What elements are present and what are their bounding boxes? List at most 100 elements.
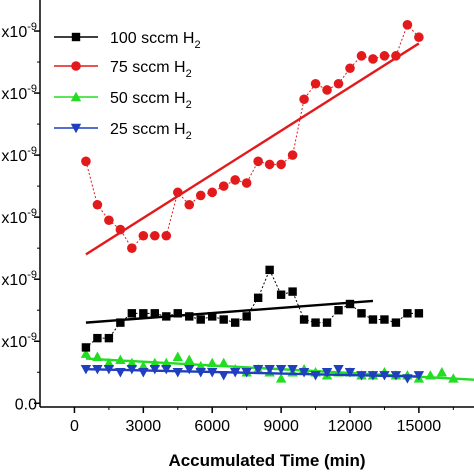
data-point — [311, 318, 320, 327]
data-point — [207, 187, 218, 198]
data-point — [116, 318, 125, 327]
legend-item: 100 sccm H2 — [54, 30, 201, 51]
legend-label: 100 sccm H2 — [110, 30, 201, 51]
x-tick-label: 9000 — [263, 418, 299, 435]
data-point — [126, 364, 138, 375]
data-point — [322, 318, 332, 327]
x-tick-label: 0 — [70, 418, 79, 435]
data-point — [126, 357, 138, 368]
data-point — [161, 364, 172, 375]
data-point — [81, 156, 91, 167]
legend-label-subscript: 2 — [186, 68, 192, 80]
legend-label-subscript: 2 — [186, 99, 192, 111]
data-point — [184, 354, 195, 365]
data-point — [172, 187, 183, 198]
data-point — [139, 309, 148, 318]
series-connector — [85, 268, 419, 348]
y-tick-exponent: -9 — [27, 269, 37, 281]
y-tick-exponent: -9 — [27, 331, 37, 343]
data-point — [391, 318, 401, 327]
series-layer — [80, 20, 474, 384]
data-point — [367, 371, 379, 381]
data-point — [207, 357, 218, 368]
data-point — [276, 290, 286, 299]
data-point — [115, 368, 126, 378]
y-tick-label: x10-9 — [1, 269, 37, 289]
data-point — [310, 371, 321, 381]
data-point — [288, 287, 297, 296]
data-point — [138, 360, 149, 371]
data-point — [287, 150, 298, 160]
data-point — [93, 333, 102, 343]
data-point — [264, 159, 275, 170]
data-point — [241, 368, 252, 378]
data-point — [356, 371, 367, 381]
data-point — [103, 357, 115, 368]
legend: 100 sccm H2 75 sccm H2 50 sccm H2 25 sccm H… — [54, 30, 201, 142]
fit-line — [85, 42, 420, 256]
data-point — [127, 309, 137, 318]
data-point — [253, 156, 263, 167]
data-point — [310, 78, 321, 89]
data-point — [414, 309, 424, 318]
data-point — [436, 367, 448, 377]
series-group — [81, 265, 424, 352]
data-point — [81, 343, 91, 352]
data-point — [356, 51, 367, 61]
x-axis-title: Accumulated Time (min) — [168, 451, 365, 470]
data-point — [390, 371, 402, 381]
data-point — [391, 51, 401, 61]
data-point — [333, 364, 344, 375]
fit-line — [85, 299, 374, 324]
data-point — [184, 199, 195, 210]
data-point — [403, 309, 412, 318]
data-point — [92, 199, 103, 210]
y-tick-label: 0.0 — [15, 396, 37, 413]
data-point — [448, 373, 459, 383]
legend-item: 25 sccm H2 — [54, 121, 192, 142]
data-point — [104, 333, 114, 343]
data-point — [264, 364, 275, 375]
x-tick-label: 6000 — [194, 418, 230, 435]
data-point — [138, 368, 149, 378]
legend-label-subscript: 2 — [186, 130, 192, 142]
data-point — [218, 181, 229, 191]
data-point — [380, 315, 389, 324]
data-point — [241, 178, 252, 188]
data-point — [103, 364, 115, 375]
data-point — [195, 190, 206, 201]
data-point — [229, 368, 241, 378]
legend-label: 50 sccm H2 — [110, 90, 192, 111]
series-group — [81, 20, 424, 256]
data-point — [127, 243, 137, 253]
series-group — [80, 364, 425, 384]
data-point — [345, 299, 355, 309]
data-point — [230, 175, 240, 185]
data-point — [253, 293, 263, 303]
data-point — [265, 265, 274, 275]
legend-item: 75 sccm H2 — [54, 59, 192, 80]
data-point — [195, 368, 206, 378]
data-point — [185, 312, 194, 321]
x-tick-label: 12000 — [328, 418, 373, 435]
data-point — [208, 312, 217, 321]
legend-label: 25 sccm H2 — [110, 121, 192, 142]
data-point — [344, 368, 356, 378]
data-point — [161, 230, 172, 241]
data-point — [150, 230, 160, 241]
data-point — [149, 364, 161, 375]
data-point — [287, 364, 298, 375]
data-point — [207, 368, 218, 378]
data-point — [173, 309, 182, 318]
x-tick-label: 3000 — [126, 418, 162, 435]
data-point — [242, 312, 251, 321]
data-point — [252, 364, 264, 375]
x-tick-label: 15000 — [397, 418, 442, 435]
data-point — [230, 318, 240, 327]
data-point — [92, 364, 103, 375]
data-point — [321, 368, 333, 378]
data-point — [115, 224, 126, 235]
data-point — [425, 370, 436, 380]
legend-marker — [70, 123, 82, 134]
